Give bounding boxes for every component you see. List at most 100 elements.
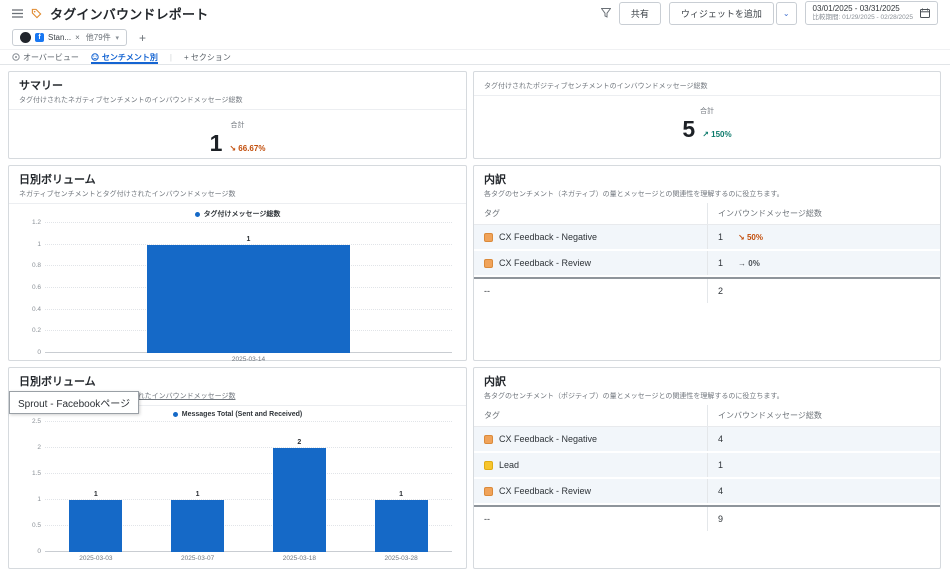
bar[interactable] [272, 448, 326, 552]
header-actions: 共有 ウィジェットを追加 ⌄ 03/01/2025 - 03/31/2025 比… [600, 1, 938, 25]
tag-color-swatch [484, 258, 493, 268]
trend-down-icon: ↘ [738, 232, 745, 242]
tab-sentiment[interactable]: センチメント別 [91, 50, 158, 64]
compare-range-value: 比較期間: 01/29/2025 - 02/28/2025 [812, 14, 913, 21]
x-tick-label: 2025-03-14 [231, 356, 266, 363]
date-range-picker[interactable]: 03/01/2025 - 03/31/2025 比較期間: 01/29/2025… [804, 1, 938, 25]
metric-delta: ↗ 150% [702, 129, 732, 139]
trend-up-icon: ↗ [702, 129, 709, 139]
share-button[interactable]: 共有 [618, 1, 661, 25]
breakdown-table-positive: 内訳 各タグのセンチメント（ポジティブ）の量とメッセージとの関連性を理解するのに… [473, 367, 941, 569]
filter-icon[interactable] [600, 8, 611, 18]
x-tick-label: 2025-03-18 [282, 555, 316, 562]
table-row[interactable]: CX Feedback - Negative 1 ↘ 50% [474, 225, 940, 251]
y-tick-label: 1 [37, 496, 41, 503]
legend-dot-icon [172, 412, 178, 417]
gridline [45, 421, 452, 422]
table-row[interactable]: CX Feedback - Review 1 → 0% [474, 251, 940, 277]
gridline [45, 551, 452, 552]
dashboard-grid: サマリー タグ付けされたネガティブセンチメントのインバウンドメッセージ総数 合計… [0, 65, 950, 569]
widget-subtitle: 各タグのセンチメント（ネガティブ）の量とメッセージとの関連性を理解するのに役立ち… [484, 191, 784, 198]
bar-value-label: 1 [246, 235, 251, 243]
profile-filter-chip[interactable]: f Stan... × 他79件 ▾ [12, 29, 127, 46]
daily-volume-chart-positive: 日別ボリューム ポジティブセンチメントとタグ付けされたインバウンドメッセージ数 … [8, 367, 467, 569]
x-tick-label: 2025-03-03 [79, 555, 113, 562]
y-tick-label: 0.4 [31, 305, 41, 313]
x-tick-label: 2025-03-28 [384, 555, 418, 562]
sidebar-menu-icon[interactable] [12, 8, 23, 18]
gridline [45, 447, 452, 448]
tag-color-swatch [484, 486, 493, 496]
y-tick-label: 0.5 [31, 522, 41, 529]
table-header-row: タグ インバウンドメッセージ総数 [474, 203, 940, 225]
chevron-down-icon: ⌄ [782, 8, 790, 18]
trend-flat-icon: → [738, 258, 747, 268]
column-header-tag[interactable]: タグ [484, 411, 500, 420]
column-header-value[interactable]: インバウンドメッセージ総数 [707, 203, 940, 224]
plot-area: 2.5 2 1.5 1 0.5 0 1 1 2 1 [32, 418, 452, 555]
metric-value: 1 [209, 129, 223, 156]
tag-color-swatch [484, 460, 493, 470]
add-profile-button[interactable]: + [139, 30, 147, 45]
add-widget-chevron-button[interactable]: ⌄ [775, 1, 797, 25]
app-header: タグインバウンドレポート 共有 ウィジェットを追加 ⌄ 03/01/2025 -… [0, 0, 950, 26]
y-tick-label: 1 [37, 240, 41, 248]
overview-icon [12, 53, 20, 61]
metric-label: 合計 [230, 121, 245, 129]
widget-title: 日別ボリューム [19, 376, 96, 388]
profile-filter-bar: f Stan... × 他79件 ▾ + [0, 26, 950, 50]
bar[interactable] [146, 244, 351, 353]
table-row[interactable]: Lead 1 [474, 453, 940, 479]
tag-color-swatch [484, 232, 493, 242]
widget-subtitle: ネガティブセンチメントとタグ付けされたインバウンドメッセージ数 [19, 191, 236, 198]
report-tabs: オーバービュー センチメント別 | + セクション [0, 50, 950, 65]
bar-value-label: 1 [93, 491, 98, 498]
y-tick-label: 0.2 [31, 327, 41, 335]
bar[interactable] [171, 500, 225, 552]
page-title: タグインバウンドレポート [50, 6, 209, 22]
gridline [45, 499, 452, 500]
plot-area: 1.2 1 0.8 0.6 0.4 0.2 0 1 [32, 219, 452, 356]
metric-value: 5 [682, 115, 696, 142]
widget-title: サマリー [19, 80, 63, 92]
breakdown-table-negative: 内訳 各タグのセンチメント（ネガティブ）の量とメッセージとの関連性を理解するのに… [473, 165, 941, 361]
tab-add-section[interactable]: + セクション [184, 52, 231, 62]
add-widget-button[interactable]: ウィジェットを追加 [668, 1, 774, 25]
remove-profile-icon[interactable]: × [75, 33, 80, 42]
column-header-value[interactable]: インバウンドメッセージ総数 [707, 405, 940, 426]
legend-dot-icon [194, 211, 200, 217]
facebook-icon: f [35, 33, 44, 42]
chart-legend-item[interactable]: タグ付けメッセージ総数 [9, 209, 466, 219]
chevron-down-icon: ▾ [115, 34, 119, 42]
y-tick-label: 2 [37, 444, 41, 451]
y-tick-label: 0.8 [31, 262, 41, 270]
y-tick-label: 0 [37, 349, 41, 356]
chart-legend-item[interactable]: Messages Total (Sent and Received) [9, 411, 466, 418]
daily-volume-chart-negative: 日別ボリューム ネガティブセンチメントとタグ付けされたインバウンドメッセージ数 … [8, 165, 467, 363]
calendar-icon [920, 8, 930, 18]
widget-title: 内訳 [484, 376, 506, 388]
add-widget-split-button: ウィジェットを追加 ⌄ [668, 1, 797, 25]
gridline [45, 525, 452, 526]
metric-delta: ↘ 50% [738, 232, 763, 242]
trend-down-icon: ↘ [229, 143, 237, 153]
widget-title: 内訳 [484, 174, 506, 186]
table-total-row: -- 2 [474, 277, 940, 303]
profile-avatar [20, 32, 31, 43]
widget-subtitle: タグ付けされたネガティブセンチメントのインバウンドメッセージ総数 [19, 97, 243, 104]
bar[interactable] [69, 500, 123, 552]
table-row[interactable]: CX Feedback - Review 4 [474, 479, 940, 505]
bar-value-label: 1 [399, 491, 404, 498]
bar[interactable] [374, 500, 428, 552]
column-header-tag[interactable]: タグ [484, 209, 500, 218]
hover-tooltip: Sprout - Facebookページ [9, 391, 140, 414]
tab-separator: | [169, 52, 172, 62]
widget-title: 日別ボリューム [19, 174, 96, 186]
table-header-row: タグ インバウンドメッセージ総数 [474, 405, 940, 427]
date-range-value: 03/01/2025 - 03/31/2025 [812, 4, 900, 13]
table-row[interactable]: CX Feedback - Negative 4 [474, 427, 940, 453]
tab-overview[interactable]: オーバービュー [12, 50, 79, 64]
x-axis-labels: 2025-03-14 [45, 356, 452, 363]
gridline [45, 473, 452, 474]
y-tick-label: 0 [37, 548, 41, 555]
